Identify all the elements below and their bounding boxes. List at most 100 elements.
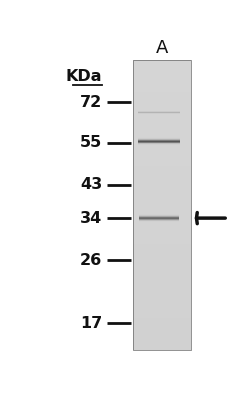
Bar — [133, 183, 191, 186]
Bar — [133, 60, 191, 63]
Bar — [133, 200, 191, 203]
Bar — [139, 222, 179, 223]
Bar — [139, 220, 179, 221]
Bar — [133, 72, 191, 75]
Bar — [139, 217, 179, 218]
Bar — [138, 111, 180, 112]
Bar — [133, 156, 191, 159]
Bar — [139, 220, 179, 221]
Bar — [133, 226, 191, 229]
Bar — [133, 146, 191, 150]
Bar — [133, 250, 191, 253]
Bar — [133, 204, 191, 208]
Bar — [133, 82, 191, 84]
Bar — [138, 137, 180, 138]
Bar — [133, 332, 191, 335]
Bar — [133, 282, 191, 285]
Bar — [139, 223, 179, 224]
Bar — [133, 231, 191, 234]
Bar — [133, 103, 191, 106]
Bar — [133, 164, 191, 166]
Bar — [139, 214, 179, 215]
Bar — [133, 144, 191, 147]
Bar — [133, 120, 191, 123]
Bar — [138, 113, 180, 114]
Bar — [133, 149, 191, 152]
Bar — [138, 114, 180, 115]
Bar — [138, 111, 180, 112]
Bar — [133, 246, 191, 248]
Bar — [133, 195, 191, 198]
Bar — [133, 91, 191, 94]
Bar — [138, 145, 180, 146]
Bar — [133, 86, 191, 89]
Bar — [133, 236, 191, 239]
Bar — [133, 323, 191, 326]
Bar — [133, 69, 191, 72]
Bar — [133, 115, 191, 118]
Bar — [133, 313, 191, 316]
Bar — [133, 168, 191, 171]
Bar — [138, 142, 180, 143]
Bar — [133, 89, 191, 92]
Bar — [133, 166, 191, 169]
Bar — [133, 308, 191, 311]
Bar — [139, 219, 179, 220]
Bar — [133, 340, 191, 343]
Bar — [133, 286, 191, 290]
Text: 72: 72 — [80, 95, 102, 110]
Bar — [139, 222, 179, 223]
Bar — [133, 303, 191, 306]
Bar — [133, 272, 191, 275]
Bar — [138, 110, 180, 111]
Bar — [133, 216, 191, 220]
Bar — [133, 142, 191, 145]
Bar — [139, 216, 179, 217]
Bar — [133, 241, 191, 244]
Bar — [133, 270, 191, 273]
Bar — [138, 114, 180, 115]
Bar — [133, 176, 191, 178]
Bar — [133, 219, 191, 222]
Bar — [138, 110, 180, 111]
Bar — [133, 108, 191, 111]
Bar — [139, 221, 179, 222]
Bar — [133, 106, 191, 108]
Bar — [133, 76, 191, 80]
Bar — [133, 277, 191, 280]
Bar — [133, 253, 191, 256]
Bar — [139, 218, 179, 219]
Bar — [138, 144, 180, 145]
Bar — [133, 296, 191, 299]
Bar — [133, 79, 191, 82]
Bar — [133, 248, 191, 251]
Bar — [138, 143, 180, 144]
Bar — [138, 146, 180, 147]
Bar — [139, 216, 179, 217]
Bar — [133, 258, 191, 260]
Bar — [133, 180, 191, 183]
Bar — [138, 113, 180, 114]
Bar — [133, 330, 191, 333]
Bar — [133, 101, 191, 104]
Bar — [139, 213, 179, 214]
Bar — [138, 111, 180, 112]
Bar — [133, 113, 191, 116]
Bar — [133, 190, 191, 193]
Bar — [133, 289, 191, 292]
Bar — [133, 224, 191, 227]
Bar — [138, 143, 180, 144]
Bar — [133, 209, 191, 212]
Bar — [139, 215, 179, 216]
Bar — [133, 159, 191, 162]
Bar — [138, 145, 180, 146]
Bar — [133, 188, 191, 191]
Bar — [138, 141, 180, 142]
Bar — [133, 279, 191, 282]
Bar — [133, 125, 191, 128]
Bar — [133, 337, 191, 340]
Bar — [133, 185, 191, 188]
Bar — [139, 218, 179, 219]
Bar — [133, 274, 191, 278]
Bar — [133, 344, 191, 348]
